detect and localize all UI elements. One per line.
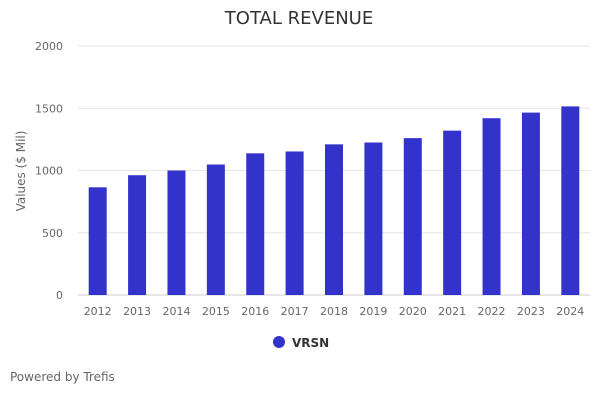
bar[interactable] <box>482 118 501 296</box>
x-tick-label: 2023 <box>517 305 545 318</box>
x-tick-label: 2015 <box>202 305 230 318</box>
legend-label: VRSN <box>292 336 329 350</box>
bar[interactable] <box>364 142 383 295</box>
chart-title: TOTAL REVENUE <box>224 8 373 29</box>
bar[interactable] <box>167 170 186 296</box>
x-tick-label: 2014 <box>162 305 190 318</box>
bar[interactable] <box>246 153 265 295</box>
bar[interactable] <box>128 175 147 295</box>
bar[interactable] <box>88 187 107 295</box>
x-tick-label: 2020 <box>399 305 427 318</box>
y-axis-label: Values ($ Mil) <box>14 131 28 212</box>
y-tick-label: 2000 <box>35 40 63 53</box>
x-tick-label: 2022 <box>478 305 506 318</box>
y-tick-label: 0 <box>56 289 63 302</box>
bar[interactable] <box>285 151 304 295</box>
powered-by-credit: Powered by Trefis <box>10 370 115 384</box>
x-tick-label: 2019 <box>359 305 387 318</box>
bar[interactable] <box>521 112 540 295</box>
x-tick-label: 2024 <box>556 305 584 318</box>
x-axis-ticks: 2012 2013 2014 2015 2016 2017 2018 2019 2020 2021… <box>84 305 585 318</box>
bar[interactable] <box>325 144 343 295</box>
legend-marker-icon <box>273 336 285 348</box>
legend[interactable]: VRSN <box>273 336 329 350</box>
x-tick-label: 2021 <box>438 305 466 318</box>
bar[interactable] <box>403 138 422 295</box>
y-tick-label: 1000 <box>35 165 63 178</box>
x-tick-label: 2013 <box>123 305 151 318</box>
bar[interactable] <box>443 130 462 295</box>
x-tick-label: 2018 <box>320 305 348 318</box>
y-tick-label: 1500 <box>35 102 63 115</box>
bar[interactable] <box>561 106 580 295</box>
bar[interactable] <box>206 164 225 295</box>
bars <box>88 106 580 296</box>
y-tick-label: 500 <box>42 227 63 240</box>
x-tick-label: 2012 <box>84 305 112 318</box>
y-axis-ticks: 0 500 1000 1500 2000 <box>35 40 63 302</box>
x-tick-label: 2017 <box>281 305 309 318</box>
x-tick-label: 2016 <box>241 305 269 318</box>
